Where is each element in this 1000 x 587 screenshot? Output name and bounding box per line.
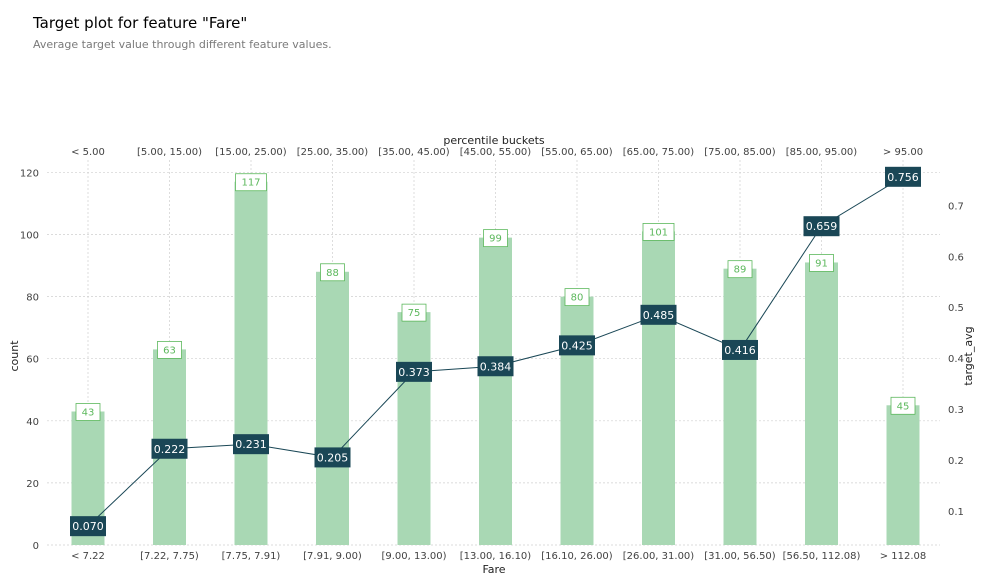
- count-label: 45: [897, 401, 910, 412]
- count-label: 117: [241, 178, 260, 189]
- count-label: 91: [815, 258, 828, 269]
- count-label-box: [401, 303, 427, 322]
- y2-tick-label: 0.7: [948, 201, 964, 212]
- count-labels: 43 63 117 88 75 99 80 101 89 91 45: [75, 173, 916, 421]
- count-label-box: [75, 403, 101, 421]
- x-tick-label: [56.50, 112.08): [783, 551, 861, 562]
- target-avg-box: [151, 438, 188, 459]
- x-tick-label: [7.75, 7.91): [222, 551, 281, 562]
- x-tick-label: [9.00, 13.00): [381, 551, 446, 562]
- y-tick-label: 80: [26, 293, 39, 304]
- target-avg-box: [559, 335, 595, 356]
- count-label: 75: [408, 308, 421, 319]
- count-bar: [397, 312, 431, 545]
- y-tick-label: 120: [20, 168, 39, 179]
- top-x-tick-label: [55.00, 65.00): [541, 147, 613, 158]
- count-label-box: [564, 288, 590, 307]
- count-label-box: [320, 263, 345, 282]
- x-tick-label: [16.10, 26.00): [541, 551, 613, 562]
- count-label: 43: [82, 407, 95, 418]
- count-label-box: [809, 254, 834, 272]
- count-label-box: [642, 223, 675, 241]
- top-x-tick-label: [35.00, 45.00): [378, 147, 450, 158]
- target-avg-box: [396, 361, 432, 382]
- x-tick-label: < 7.22: [71, 551, 105, 562]
- y-tick-label: 60: [26, 355, 39, 366]
- count-label-box: [157, 340, 182, 359]
- y-axis-label: count: [8, 340, 21, 372]
- top-x-tick-label: < 5.00: [71, 147, 105, 158]
- target-avg-label: 0.205: [317, 451, 349, 464]
- count-bar: [316, 271, 349, 545]
- x-tick-label: > 112.08: [880, 551, 927, 562]
- target-avg-label: 0.384: [480, 360, 512, 373]
- target-avg-box: [314, 447, 351, 468]
- x-tick-label: [26.00, 31.00): [623, 551, 695, 562]
- count-bar: [479, 237, 512, 545]
- target-avg-label: 0.485: [643, 309, 675, 322]
- target-avg-box: [803, 216, 840, 237]
- top-x-tick-label: > 95.00: [883, 147, 923, 158]
- y2-tick-label: 0.6: [948, 252, 964, 263]
- target-avg-box: [477, 356, 514, 377]
- count-bar: [805, 262, 838, 545]
- target-avg-box: [640, 304, 677, 325]
- x-axis-label: Fare: [482, 563, 505, 576]
- top-x-tick-label: [25.00, 35.00): [297, 147, 369, 158]
- count-label-box: [890, 396, 916, 415]
- target-avg-label: 0.659: [806, 220, 838, 233]
- y-tick-label: 100: [20, 231, 39, 242]
- y2-axis-label: target_avg: [962, 326, 975, 385]
- count-bar: [560, 296, 594, 545]
- y2-tick-label: 0.5: [948, 303, 964, 314]
- x-tick-label: [31.00, 56.50): [704, 551, 776, 562]
- y2-tick-label: 0.4: [948, 354, 964, 365]
- x-tick-label: [13.00, 16.10): [460, 551, 532, 562]
- target-avg-label: 0.416: [724, 344, 756, 357]
- target-avg-label: 0.231: [235, 438, 267, 451]
- target-avg-label: 0.222: [154, 443, 186, 456]
- count-label: 101: [649, 227, 668, 238]
- target-avg-box: [70, 516, 106, 537]
- y2-tick-label: 0.2: [948, 456, 964, 467]
- target-avg-labels: 0.070 0.222 0.231 0.205 0.373 0.384 0.425 0.485…: [70, 166, 921, 537]
- top-x-axis-label: percentile buckets: [443, 134, 545, 147]
- y2-tick-label: 0.3: [948, 405, 964, 416]
- chart-subtitle: Average target value through different f…: [33, 38, 332, 51]
- target-avg-box: [885, 166, 921, 187]
- count-bar: [642, 231, 675, 545]
- count-label: 80: [571, 293, 584, 304]
- count-bar: [234, 181, 268, 545]
- target-avg-box: [722, 339, 758, 360]
- target-avg-label: 0.425: [561, 339, 593, 352]
- count-label: 63: [163, 345, 176, 356]
- count-bar: [723, 268, 757, 545]
- y2-tick-label: 0.1: [948, 507, 964, 518]
- target-avg-label: 0.756: [887, 171, 919, 184]
- x-tick-label: [7.22, 7.75): [140, 551, 199, 562]
- axes: 0 20 40 60 80 100 120 0.1 0.2 0.3 0.4 0.5 0.6 0.7 < 7.…: [8, 134, 975, 576]
- chart-title: Target plot for feature "Fare": [33, 14, 248, 32]
- top-x-tick-label: [5.00, 15.00): [137, 147, 202, 158]
- target-avg-box: [233, 434, 269, 455]
- count-bar: [886, 405, 920, 545]
- top-x-tick-label: [45.00, 55.00): [460, 147, 532, 158]
- y-tick-label: 40: [26, 417, 39, 428]
- target-avg-label: 0.070: [72, 520, 104, 533]
- y-tick-label: 0: [33, 541, 39, 552]
- top-x-tick-label: [65.00, 75.00): [623, 147, 695, 158]
- x-tick-label: [7.91, 9.00): [303, 551, 362, 562]
- top-x-tick-label: [85.00, 95.00): [786, 147, 858, 158]
- count-label: 99: [489, 234, 502, 245]
- count-label-box: [483, 229, 508, 248]
- top-x-tick-label: [75.00, 85.00): [704, 147, 776, 158]
- count-label: 89: [734, 265, 747, 276]
- count-label: 88: [326, 268, 339, 279]
- y-tick-label: 20: [26, 479, 39, 490]
- count-label-box: [727, 260, 753, 279]
- count-label-box: [235, 173, 267, 192]
- top-x-tick-label: [15.00, 25.00): [215, 147, 287, 158]
- target-avg-label: 0.373: [398, 366, 430, 379]
